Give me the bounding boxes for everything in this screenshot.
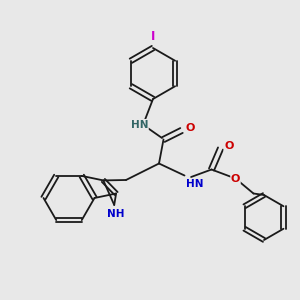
Text: HN: HN [186, 179, 203, 189]
Text: HN: HN [131, 119, 148, 130]
Text: I: I [151, 31, 155, 44]
Text: O: O [224, 141, 233, 151]
Text: NH: NH [107, 209, 124, 220]
Text: O: O [185, 123, 194, 133]
Text: O: O [231, 173, 240, 184]
